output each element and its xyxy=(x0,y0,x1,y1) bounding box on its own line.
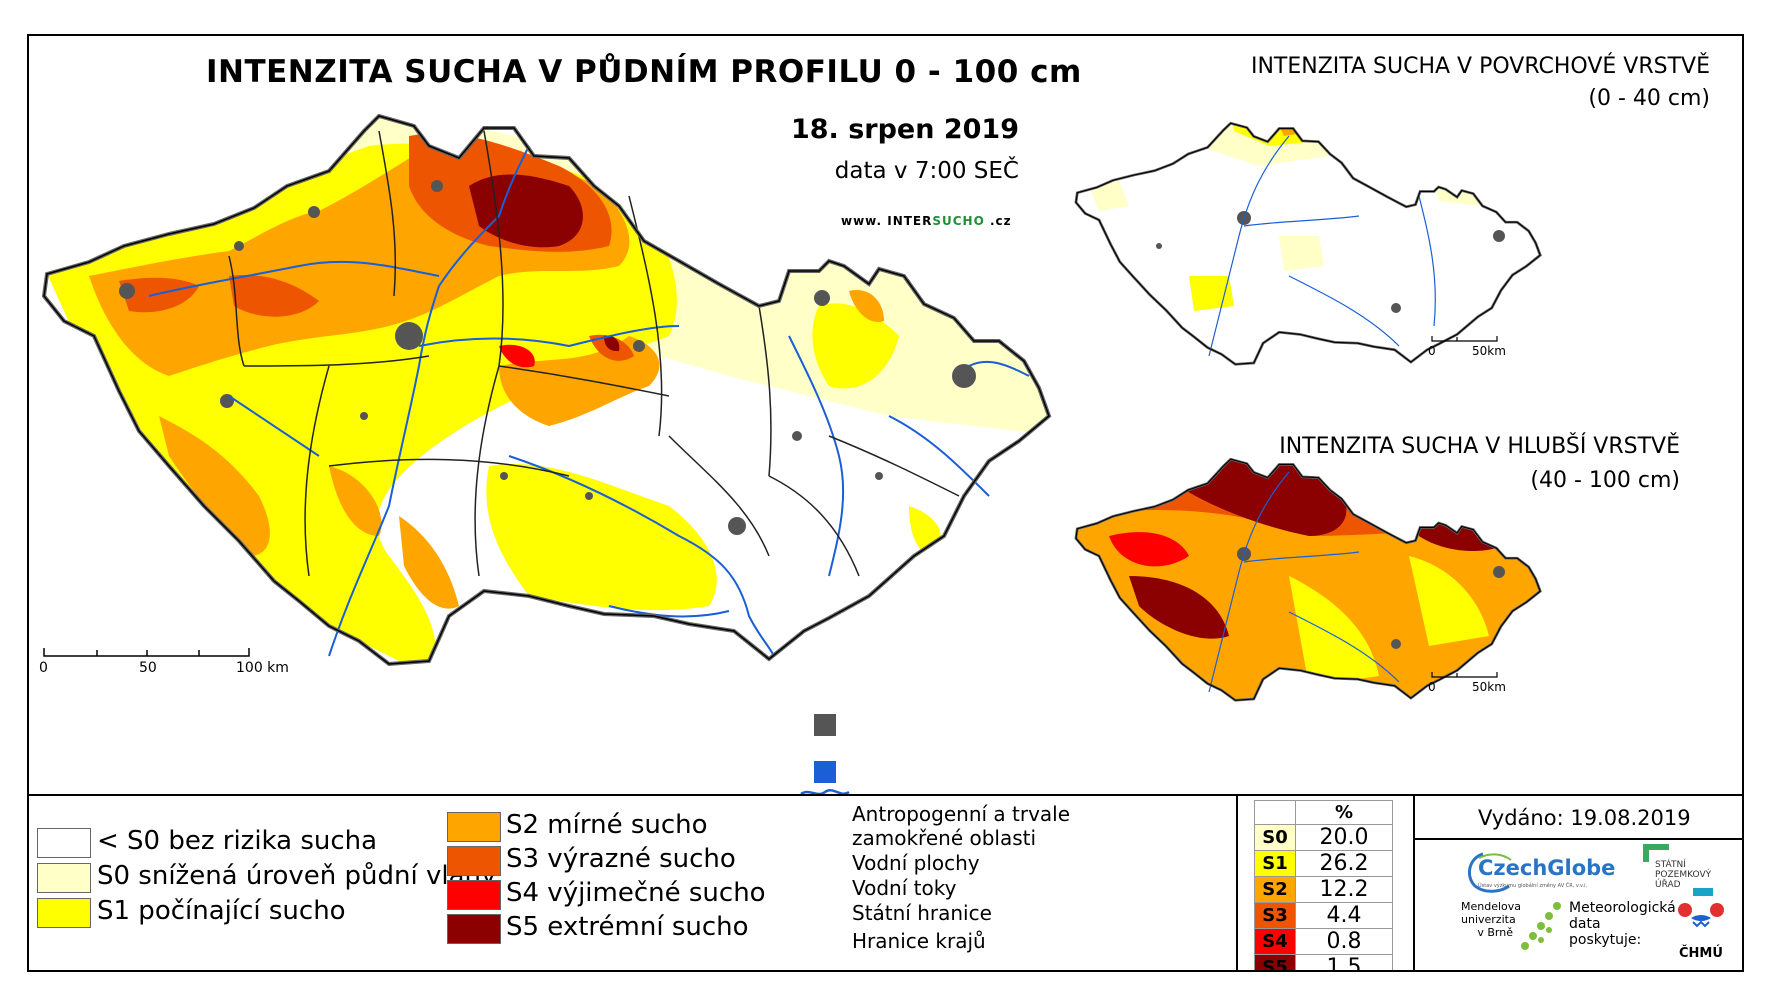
chmu-note-line-3: poskytuje: xyxy=(1569,932,1642,948)
inset-deep-scale-0: 0 xyxy=(1428,680,1436,694)
main-scale-label-100: 100 km xyxy=(236,660,289,676)
table-cell-value: 20.0 xyxy=(1295,824,1393,851)
legend-label-state-border: Státní hranice xyxy=(852,901,992,925)
table-header-row: % xyxy=(1254,800,1393,825)
legend-label-anthropogenic-1: Antropogenní a trvale xyxy=(852,802,1071,826)
table-cell-value: 1.5 xyxy=(1295,954,1393,970)
map-title: INTENZITA SUCHA V PŮDNÍM PROFILU 0 - 100… xyxy=(206,54,1082,90)
inset-surface-depth: (0 - 40 cm) xyxy=(1588,86,1710,111)
legend-label-rivers: Vodní toky xyxy=(852,876,957,900)
legend-swatch-s3 xyxy=(447,846,501,876)
main-scale-label-50: 50 xyxy=(139,660,157,676)
table-cell-class: S3 xyxy=(1254,902,1296,929)
legend-swatch-s2 xyxy=(447,812,501,842)
legend-swatch-s0 xyxy=(37,863,91,893)
legend-separator-2 xyxy=(1413,794,1415,970)
table-row: S2 12.2 xyxy=(1254,876,1393,903)
inset-deep-scale-bar xyxy=(1431,672,1498,678)
legend-label-s3: S3 výrazné sucho xyxy=(506,844,736,874)
inset-surface-title: INTENZITA SUCHA V POVRCHOVÉ VRSTVĚ xyxy=(1250,54,1710,79)
table-header-class xyxy=(1254,800,1296,825)
legend-symbols xyxy=(800,714,850,796)
legend-swatch-s1 xyxy=(37,898,91,928)
chmu-note-line-2: data xyxy=(1569,916,1601,932)
inset-surface-map-anthropogenic xyxy=(1156,211,1505,313)
issued-date: Vydáno: 19.08.2019 xyxy=(1478,806,1691,830)
table-cell-value: 4.4 xyxy=(1295,902,1393,929)
inset-surface-scale-0: 0 xyxy=(1428,344,1436,358)
inset-deep-map-rivers xyxy=(1208,471,1400,693)
mendelu-line-2: univerzita xyxy=(1461,913,1516,926)
legend-label-s0: S0 snížená úroveň půdní vláhy xyxy=(97,861,497,891)
table-cell-class: S1 xyxy=(1254,850,1296,877)
legend-label-water-areas: Vodní plochy xyxy=(852,851,980,875)
main-map-region-borders xyxy=(228,130,960,577)
inset-surface-scale-bar xyxy=(1431,336,1498,342)
table-cell-value: 12.2 xyxy=(1295,876,1393,903)
river-legend-symbol xyxy=(800,789,850,796)
czechglobe-name: CzechGlobe xyxy=(1478,856,1616,880)
legend-label-s2: S2 mírné sucho xyxy=(506,810,708,840)
table-row: S1 26.2 xyxy=(1254,850,1393,877)
spu-line-3: ÚŘAD xyxy=(1655,880,1681,890)
legend-label-s5: S5 extrémní sucho xyxy=(506,912,749,942)
map-data-time: data v 7:00 SEČ xyxy=(834,158,1019,184)
main-scale-label-0: 0 xyxy=(39,660,48,676)
anthropogenic-legend-swatch xyxy=(814,714,836,736)
mendelu-line-3: v Brně xyxy=(1477,926,1513,939)
url-accent: SUCHO xyxy=(932,214,985,228)
table-header-percent: % xyxy=(1295,800,1393,825)
inset-deep-scale-50: 50km xyxy=(1472,680,1506,694)
map-date: 18. srpen 2019 xyxy=(790,114,1019,145)
url-suffix: .cz xyxy=(984,214,1012,228)
inset-surface-scale-50: 50km xyxy=(1472,344,1506,358)
table-cell-class: S2 xyxy=(1254,876,1296,903)
table-row: S4 0.8 xyxy=(1254,928,1393,955)
url-prefix: www. INTER xyxy=(841,214,933,228)
czechglobe-logo: CzechGlobe Ústav výzkumu globální změny … xyxy=(1461,846,1615,896)
chmu-logo: Meteorologická data poskytuje: ČHMÚ xyxy=(1569,888,1739,970)
drought-percentage-table: % S0 20.0 S1 26.2 S2 12.2 S3 4.4 S4 0.8 … xyxy=(1254,800,1393,970)
legend-label-below-s0: < S0 bez rizika sucha xyxy=(97,826,378,856)
main-map-rivers xyxy=(148,145,1030,657)
table-row: S3 4.4 xyxy=(1254,902,1393,929)
main-map-anthropogenic-areas xyxy=(119,180,976,535)
map-frame: INTENZITA SUCHA V PŮDNÍM PROFILU 0 - 100… xyxy=(27,34,1744,972)
legend-swatch-s5 xyxy=(447,914,501,944)
table-cell-class: S0 xyxy=(1254,824,1296,851)
legend-label-anthropogenic-2: zamokřené oblasti xyxy=(852,826,1037,850)
legend-divider xyxy=(29,794,1742,796)
legend-separator-1 xyxy=(1236,794,1238,970)
chmu-note-line-1: Meteorologická xyxy=(1569,900,1676,916)
legend-label-s4: S4 výjimečné sucho xyxy=(506,878,766,908)
legend-label-s1: S1 počínající sucho xyxy=(97,896,346,926)
legend-swatch-s4 xyxy=(447,880,501,910)
issued-divider xyxy=(1413,838,1742,840)
table-cell-class: S4 xyxy=(1254,928,1296,955)
table-cell-class: S5 xyxy=(1254,954,1296,970)
inset-deep-title: INTENZITA SUCHA V HLUBŠÍ VRSTVĚ xyxy=(1279,434,1680,459)
czechglobe-subtitle: Ústav výzkumu globální změny AV ČR, v.v.… xyxy=(1478,883,1588,889)
table-cell-value: 26.2 xyxy=(1295,850,1393,877)
inset-surface-map-rivers xyxy=(1208,135,1436,357)
spu-line-1: STÁTNÍ xyxy=(1655,860,1686,870)
table-row: S5 1.5 xyxy=(1254,954,1393,970)
chmu-name: ČHMÚ xyxy=(1679,946,1723,961)
mendelu-line-1: Mendelova xyxy=(1461,900,1522,913)
inset-deep-depth: (40 - 100 cm) xyxy=(1530,468,1680,493)
water-area-legend-swatch xyxy=(814,761,836,783)
main-map xyxy=(42,114,1542,796)
legend-swatch-below-s0 xyxy=(37,828,91,858)
legend-label-region-border: Hranice krajů xyxy=(852,929,986,953)
table-row: S0 20.0 xyxy=(1254,824,1393,851)
mendelu-logo: Mendelova univerzita v Brně xyxy=(1461,898,1571,968)
table-cell-value: 0.8 xyxy=(1295,928,1393,955)
spu-line-2: POZEMKOVÝ xyxy=(1655,870,1712,880)
main-map-scale-bar xyxy=(43,648,250,657)
intersucho-url[interactable]: www. INTERSUCHO .cz xyxy=(841,214,1012,228)
spu-logo: STÁTNÍ POZEMKOVÝ ÚŘAD xyxy=(1641,842,1721,892)
main-map-drought-fill xyxy=(44,116,1049,664)
